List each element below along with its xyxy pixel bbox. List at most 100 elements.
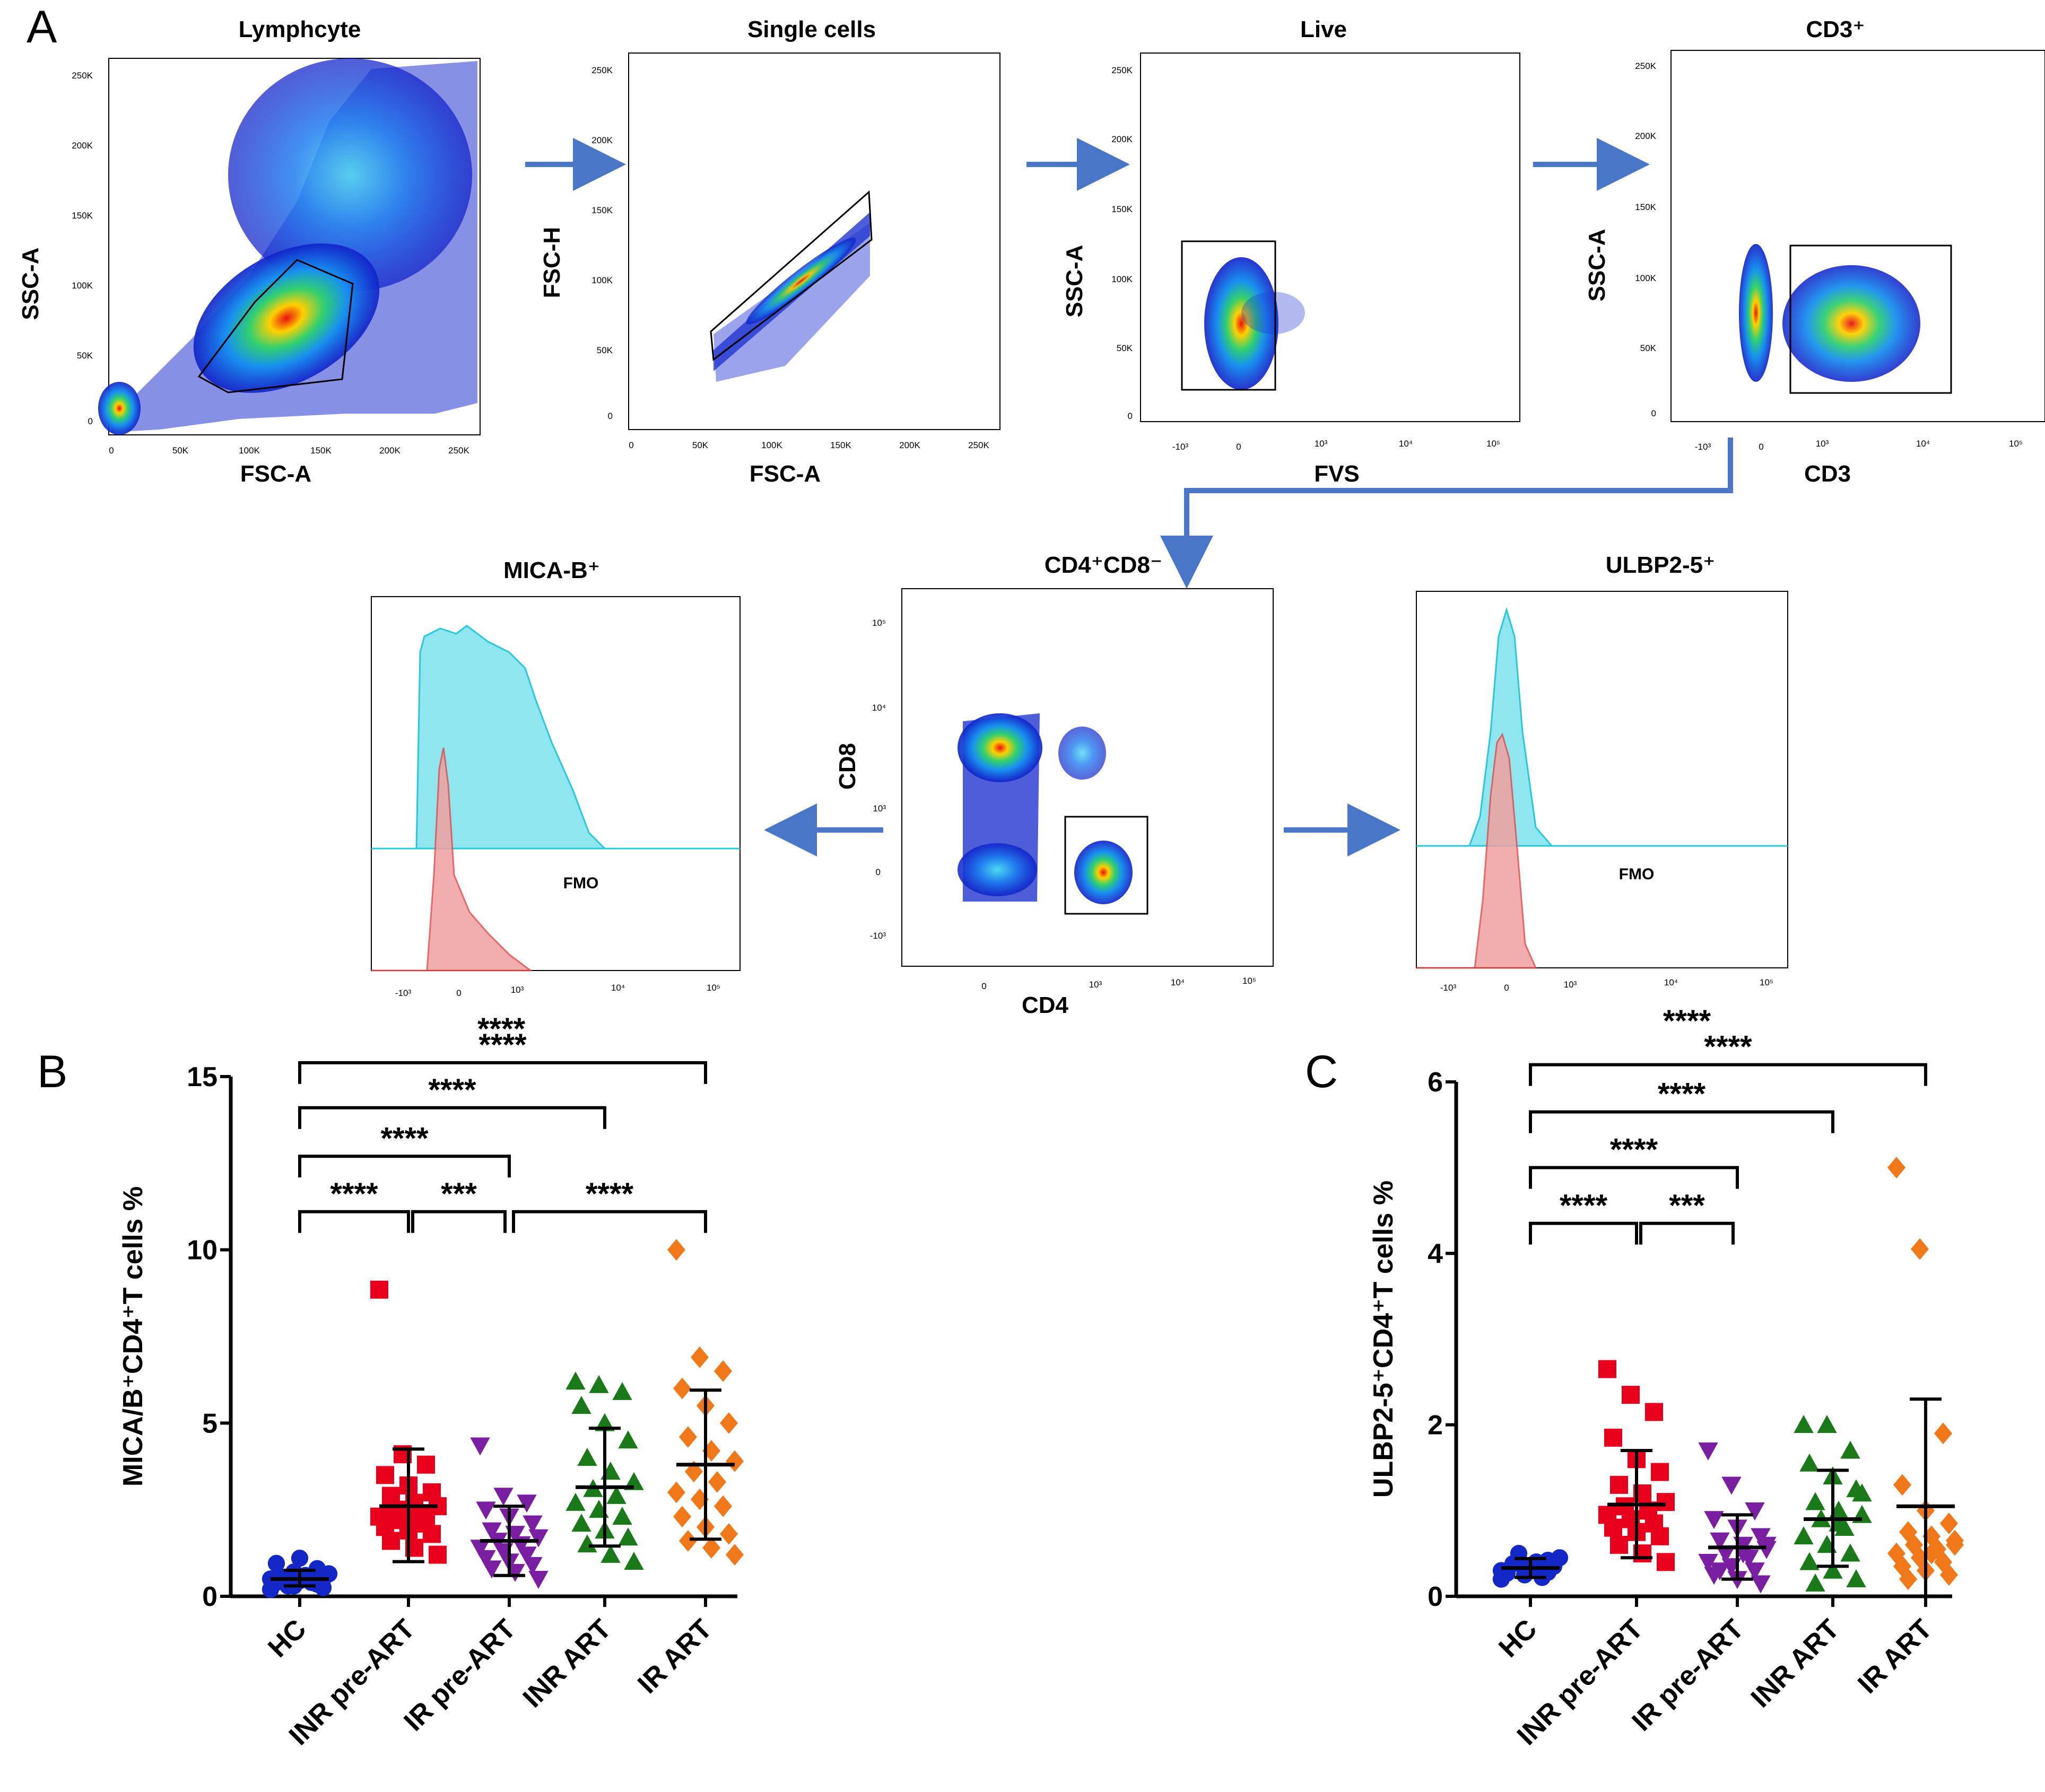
- data-point: [673, 1377, 691, 1400]
- data-point: [1657, 1493, 1675, 1511]
- y-tick: 150K: [591, 205, 613, 215]
- significance-label: ****: [380, 1121, 429, 1156]
- data-point: [1799, 1552, 1820, 1570]
- data-point: [423, 1525, 441, 1543]
- series-inr-art: [1794, 1414, 1872, 1592]
- y-tick: 0: [1128, 411, 1133, 421]
- x-tick: 50K: [172, 445, 189, 456]
- x-tick-label: HC: [1493, 1613, 1543, 1663]
- significance-label: ****: [1704, 1030, 1752, 1064]
- y-tick: 0: [608, 411, 613, 421]
- flow-title: CD3⁺: [1806, 16, 1865, 42]
- significance-bracket: [298, 1061, 707, 1084]
- y-tick: -10³: [870, 931, 886, 941]
- y-tick: 200K: [1635, 131, 1656, 141]
- data-point: [370, 1280, 388, 1299]
- data-point: [267, 1554, 285, 1572]
- x-tick: 10⁴: [1916, 439, 1930, 449]
- data-point: [624, 1551, 644, 1570]
- data-point: [679, 1426, 697, 1448]
- data-point: [1645, 1403, 1663, 1421]
- density-cloud: [98, 58, 477, 435]
- y-axis-label: FSC-H: [539, 227, 565, 298]
- data-point: [1745, 1502, 1765, 1521]
- density-dp: [1058, 727, 1106, 780]
- data-point: [1805, 1492, 1825, 1510]
- x-tick: 10⁴: [1399, 439, 1413, 449]
- x-axis-label: FVS: [1314, 461, 1360, 487]
- data-point: [523, 1515, 543, 1534]
- y-tick: 10³: [873, 803, 886, 814]
- data-point: [565, 1492, 586, 1511]
- data-point: [493, 1488, 514, 1506]
- data-point: [482, 1560, 502, 1579]
- data-point: [1657, 1553, 1675, 1571]
- data-point: [1846, 1569, 1866, 1587]
- plot-frame: [628, 53, 1000, 430]
- data-point: [577, 1534, 597, 1553]
- x-tick: 10⁵: [707, 983, 720, 993]
- panel-letter-a: A: [27, 2, 57, 53]
- gate-rect: [1789, 244, 1952, 394]
- flow-title: CD4⁺CD8⁻: [1045, 552, 1163, 578]
- significance-bracket: [298, 1106, 606, 1129]
- data-point: [1610, 1536, 1628, 1554]
- flow-plot-lymphocyte: Lymphcyte 250K 200K 150K 100K 50K 0 0 50…: [18, 16, 481, 487]
- data-point: [720, 1412, 738, 1434]
- x-tick: 10³: [1564, 980, 1577, 990]
- x-tick: 200K: [899, 440, 920, 450]
- y-tick: 250K: [591, 65, 613, 75]
- flow-plot-live: Live 250K 200K 150K 100K 50K 0 -10³ 0 10…: [1061, 16, 1520, 487]
- gate-polygon: [197, 259, 354, 394]
- data-point: [589, 1375, 609, 1393]
- y-tick: 150K: [1111, 204, 1133, 214]
- y-tick: 250K: [1111, 65, 1133, 75]
- data-point: [618, 1430, 638, 1449]
- y-tick-label: 0: [1428, 1581, 1443, 1612]
- data-point: [417, 1455, 435, 1474]
- density-cd4: [1074, 841, 1133, 904]
- x-tick: 50K: [692, 440, 709, 450]
- significance-bracket: [512, 1210, 707, 1233]
- data-point: [1840, 1440, 1860, 1459]
- x-tick: 100K: [761, 440, 782, 450]
- y-tick: 100K: [591, 275, 613, 285]
- fmo-label: FMO: [1619, 866, 1655, 883]
- y-tick: 10⁵: [872, 618, 886, 628]
- data-point: [685, 1461, 703, 1483]
- data-point: [523, 1557, 543, 1575]
- y-tick: 150K: [1635, 202, 1656, 212]
- data-point: [618, 1527, 638, 1546]
- series-hc: [1492, 1545, 1569, 1588]
- data-point: [1928, 1538, 1946, 1560]
- data-point: [1721, 1476, 1742, 1495]
- significance-bracket: [1529, 1221, 1638, 1245]
- data-point: [1745, 1562, 1765, 1581]
- data-point: [679, 1530, 697, 1552]
- data-point: [1946, 1534, 1964, 1556]
- flow-title: Live: [1300, 16, 1347, 42]
- data-point: [708, 1471, 726, 1493]
- y-axis-label: ULBP2-5⁺CD4⁺T cells %: [1368, 1181, 1399, 1498]
- data-point: [1817, 1414, 1837, 1433]
- x-tick: 10⁴: [611, 983, 625, 993]
- data-point: [517, 1494, 537, 1513]
- y-tick: 100K: [72, 281, 93, 291]
- density-cd8: [958, 713, 1042, 782]
- data-point: [1716, 1545, 1736, 1563]
- data-point: [1893, 1474, 1911, 1496]
- flow-title: Lymphcyte: [239, 16, 361, 42]
- x-tick: 250K: [448, 445, 469, 456]
- x-tick: 150K: [310, 445, 332, 456]
- data-point: [714, 1495, 732, 1517]
- density-cd3-neg: [1739, 244, 1773, 382]
- data-point: [482, 1522, 502, 1541]
- y-tick: 200K: [591, 135, 613, 145]
- data-point: [1710, 1532, 1730, 1551]
- data-point: [1604, 1428, 1622, 1447]
- series-hc: [262, 1549, 338, 1598]
- data-point: [1604, 1518, 1622, 1537]
- fmo-histogram: [1416, 732, 1537, 969]
- data-point: [1698, 1442, 1718, 1461]
